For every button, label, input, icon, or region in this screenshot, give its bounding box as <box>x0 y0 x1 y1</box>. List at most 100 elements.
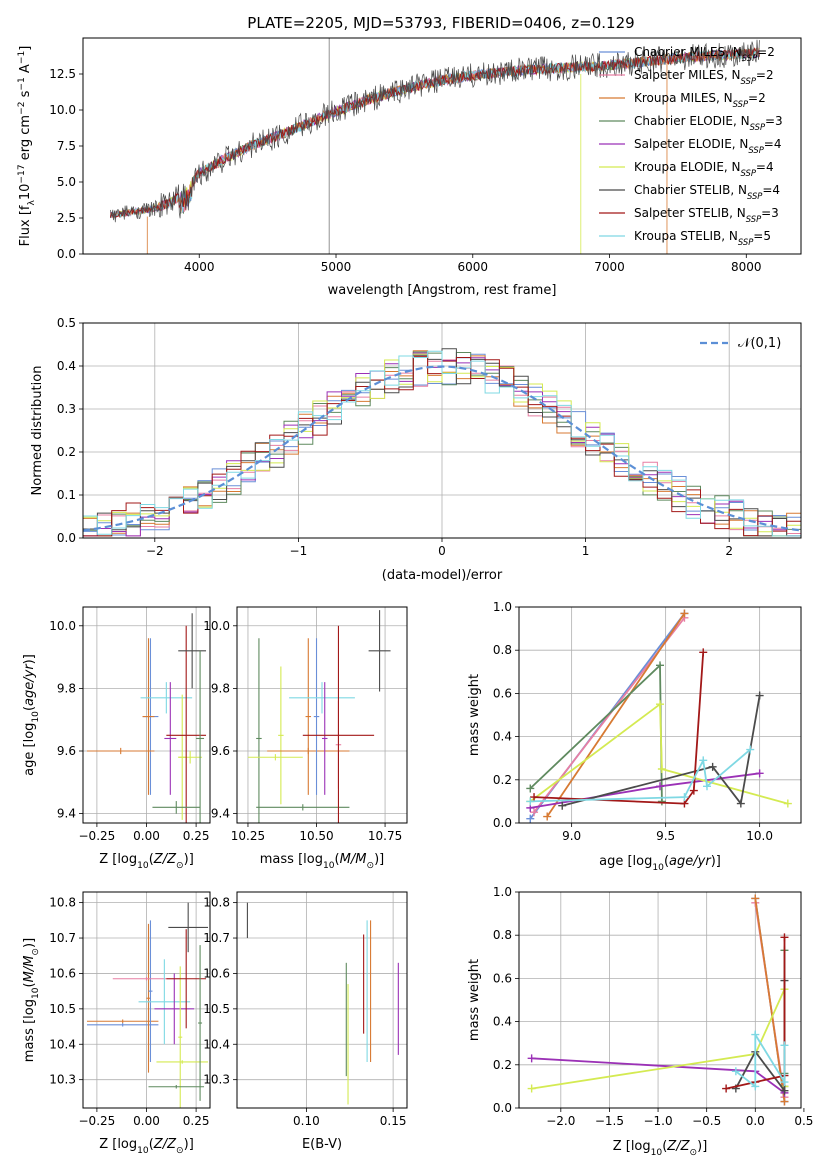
legend-label: Chabrier ELODIE, NSSP=3 <box>634 114 783 132</box>
y-tick-label: 0.0 <box>57 247 76 261</box>
label-part: ( <box>335 852 340 867</box>
label-part: mass [log <box>260 852 323 867</box>
weight-marker <box>699 648 708 657</box>
legend-label: Salpeter MILES, NSSP=2 <box>634 68 774 86</box>
label-part: mass [log <box>22 999 37 1062</box>
y-axis-label: Flux [fλ10−17 erg cm−2 s−1 A−1] <box>17 46 37 247</box>
label-part: )] <box>697 1139 707 1154</box>
weight-marker <box>558 801 567 810</box>
label-part: SSP <box>733 99 749 109</box>
panel-weight-vs-Z: −2.0 −1.5 −1.0 −0.5 0.0 0.5 0.0 0.2 0.4 0.6 0.8 1.0… <box>467 885 813 1158</box>
label-part: SSP <box>738 237 754 247</box>
label-part: )] <box>374 852 384 867</box>
label-part: )] <box>184 1137 194 1152</box>
y-tick-label: 10.7 <box>49 931 76 945</box>
y-tick-label: 7.5 <box>57 139 76 153</box>
label-part: Z [log <box>99 852 137 867</box>
x-axis-label: Z [log10(Z/Z⊙)] <box>99 1137 194 1156</box>
y-tick-label: 12.5 <box>49 67 76 81</box>
x-tick-label: 0 <box>438 544 446 558</box>
x-tick-label: −0.25 <box>79 829 116 843</box>
x-tick-label: 9.0 <box>562 829 581 843</box>
label-part: age [log <box>599 854 652 869</box>
x-tick-label: 0.00 <box>133 829 160 843</box>
x-tick-label: 8000 <box>731 260 762 274</box>
legend-label: Kroupa MILES, NSSP=2 <box>634 91 766 109</box>
weight-line <box>754 898 786 1102</box>
label-part: A <box>18 64 33 77</box>
x-tick-label: 5000 <box>321 260 352 274</box>
y-tick-label: 10.6 <box>203 966 230 980</box>
y-axis-label: Normed distribution <box>30 366 45 496</box>
label-part: =2 <box>757 45 775 59</box>
y-tick-label: 0.4 <box>57 359 76 373</box>
x-tick-label: −1 <box>290 544 308 558</box>
label-part: =4 <box>764 137 782 151</box>
label-part: Salpeter STELIB, N <box>634 206 746 220</box>
label-part: age/yr <box>22 663 37 706</box>
axes-frame <box>518 606 802 824</box>
label-part: Z [log <box>99 1137 137 1152</box>
label-part: =4 <box>756 160 774 174</box>
x-axis-label: E(B-V) <box>302 1137 342 1152</box>
panel-age-vs-mass: 10.25 10.50 10.75 9.4 9.6 9.8 10.0 mass [log10(… <box>203 606 408 871</box>
weight-marker <box>657 765 666 773</box>
x-tick-label: −1.0 <box>643 1114 672 1128</box>
y-axis-label: mass [log10(M/M⊙)] <box>22 938 41 1062</box>
y-tick-label: 0.2 <box>493 773 512 787</box>
weight-marker <box>783 799 792 808</box>
weight-marker <box>703 782 711 791</box>
legend: 𝒩(0,1) <box>700 336 781 351</box>
label-part: =3 <box>765 114 783 128</box>
label-part: Kroupa STELIB, N <box>634 229 738 243</box>
weight-marker <box>656 661 664 670</box>
weight-line <box>533 652 705 805</box>
label-part: −1 <box>17 51 27 64</box>
label-part: =5 <box>753 229 771 243</box>
weight-marker <box>530 808 539 817</box>
plot-area <box>83 348 801 537</box>
label-part: ⊙ <box>176 861 184 871</box>
x-tick-label: 0.25 <box>183 829 210 843</box>
x-tick-label: 0.00 <box>133 1114 160 1128</box>
figure-title: PLATE=2205, MJD=53793, FIBERID=0406, z=0… <box>247 14 634 32</box>
weight-marker <box>699 756 708 765</box>
label-part: SSP <box>741 168 757 178</box>
y-tick-label: 10.8 <box>49 896 76 910</box>
y-tick-label: 0.0 <box>493 1101 512 1115</box>
plot-area <box>527 894 789 1106</box>
y-tick-label: 0.0 <box>57 531 76 545</box>
label-part: M/M <box>22 956 37 983</box>
y-tick-label: 10.0 <box>203 619 230 633</box>
plot-area <box>109 38 760 254</box>
label-part: Flux [f <box>18 205 33 246</box>
y-tick-label: 10.6 <box>49 966 76 980</box>
x-axis-label: Z [log10(Z/Z⊙)] <box>99 852 194 871</box>
label-part: Z [log <box>613 1139 651 1154</box>
panel-mass-vs-EBV: 0.10 0.15 10.3 10.4 10.5 10.6 10.7 10.8 E(B-V) <box>203 891 408 1152</box>
weight-line <box>529 702 789 805</box>
weight-marker <box>680 793 689 802</box>
x-tick-label: −2 <box>146 544 164 558</box>
weight-marker <box>780 933 789 942</box>
x-axis-label: age [log10(age/yr)] <box>599 854 721 873</box>
weight-marker <box>656 782 664 791</box>
y-tick-label: 0.8 <box>493 643 512 657</box>
weight-marker <box>780 1086 789 1095</box>
y-tick-label: 9.8 <box>57 681 76 695</box>
label-part: s <box>18 90 33 101</box>
label-part: Z/Z <box>666 1139 690 1154</box>
axes-frame <box>518 891 802 1109</box>
histogram-step <box>83 353 801 537</box>
x-tick-label: 10.25 <box>231 829 265 843</box>
y-tick-label: 0.5 <box>57 316 76 330</box>
legend-label: Kroupa STELIB, NSSP=5 <box>634 229 771 247</box>
label-part: −17 <box>17 164 27 183</box>
label-part: 10 <box>323 861 335 871</box>
label-part: 10 <box>652 863 664 873</box>
label-part: ( <box>662 1139 667 1154</box>
normal-curve <box>83 365 801 532</box>
label-part: ( <box>149 1137 154 1152</box>
label-part: =2 <box>748 91 766 105</box>
weight-marker <box>722 1084 731 1093</box>
